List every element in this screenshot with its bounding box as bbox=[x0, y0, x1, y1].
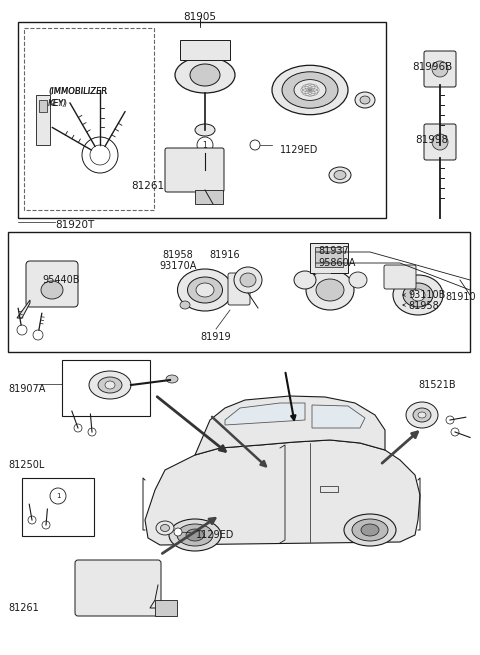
Ellipse shape bbox=[175, 57, 235, 93]
Ellipse shape bbox=[177, 524, 213, 546]
FancyBboxPatch shape bbox=[424, 124, 456, 160]
Bar bbox=[320, 486, 338, 492]
Ellipse shape bbox=[169, 519, 221, 551]
Text: 81937: 81937 bbox=[318, 246, 349, 256]
Text: 81996B: 81996B bbox=[412, 62, 452, 72]
Polygon shape bbox=[145, 440, 420, 545]
Ellipse shape bbox=[160, 525, 169, 531]
Text: KEY): KEY) bbox=[48, 99, 67, 108]
FancyBboxPatch shape bbox=[26, 261, 78, 307]
Text: 81958: 81958 bbox=[163, 250, 193, 260]
Ellipse shape bbox=[344, 514, 396, 546]
Bar bbox=[315, 247, 343, 267]
Text: 81919: 81919 bbox=[201, 332, 231, 342]
Text: 81905: 81905 bbox=[183, 12, 216, 22]
Text: 81958: 81958 bbox=[408, 301, 439, 311]
Ellipse shape bbox=[195, 124, 215, 136]
Text: 81907A: 81907A bbox=[8, 384, 46, 394]
Ellipse shape bbox=[361, 524, 379, 536]
Circle shape bbox=[432, 61, 448, 77]
Text: 81521B: 81521B bbox=[418, 380, 456, 390]
Ellipse shape bbox=[329, 167, 351, 183]
Ellipse shape bbox=[196, 283, 214, 297]
Text: 81998: 81998 bbox=[415, 135, 449, 145]
Text: 1: 1 bbox=[56, 493, 60, 499]
FancyBboxPatch shape bbox=[384, 265, 416, 289]
Ellipse shape bbox=[355, 92, 375, 108]
Ellipse shape bbox=[272, 66, 348, 115]
Ellipse shape bbox=[178, 269, 232, 311]
Circle shape bbox=[250, 140, 260, 150]
Ellipse shape bbox=[234, 267, 262, 293]
FancyBboxPatch shape bbox=[228, 273, 250, 305]
Polygon shape bbox=[312, 405, 365, 428]
Ellipse shape bbox=[393, 275, 443, 315]
Bar bbox=[155, 600, 177, 616]
Bar bbox=[195, 190, 223, 204]
Text: 81916: 81916 bbox=[210, 250, 240, 260]
Bar bbox=[62, 360, 150, 416]
Ellipse shape bbox=[411, 289, 425, 301]
Bar bbox=[18, 22, 386, 218]
Ellipse shape bbox=[41, 281, 63, 299]
FancyBboxPatch shape bbox=[75, 560, 161, 616]
Ellipse shape bbox=[105, 381, 115, 389]
Text: 81920T: 81920T bbox=[55, 220, 94, 230]
Bar bbox=[22, 478, 94, 536]
Ellipse shape bbox=[403, 283, 433, 307]
Text: 1129ED: 1129ED bbox=[280, 145, 318, 155]
Text: 81261: 81261 bbox=[132, 181, 165, 191]
Bar bbox=[8, 232, 470, 352]
Text: 93110B: 93110B bbox=[408, 290, 445, 300]
Ellipse shape bbox=[240, 273, 256, 287]
Text: 1129ED: 1129ED bbox=[196, 530, 234, 540]
Ellipse shape bbox=[294, 271, 316, 289]
Polygon shape bbox=[195, 396, 385, 455]
Text: 95440B: 95440B bbox=[42, 275, 80, 285]
Text: 81910: 81910 bbox=[445, 292, 476, 302]
Ellipse shape bbox=[294, 80, 326, 100]
Ellipse shape bbox=[190, 64, 220, 86]
Polygon shape bbox=[17, 300, 30, 318]
Ellipse shape bbox=[156, 521, 174, 535]
Circle shape bbox=[50, 488, 66, 504]
Ellipse shape bbox=[360, 96, 370, 104]
Text: (IMMOBILIZER: (IMMOBILIZER bbox=[48, 87, 107, 96]
Ellipse shape bbox=[316, 279, 344, 301]
Ellipse shape bbox=[418, 412, 426, 418]
Ellipse shape bbox=[186, 529, 204, 541]
Bar bbox=[310, 243, 348, 273]
Ellipse shape bbox=[188, 277, 223, 303]
Text: 95860A: 95860A bbox=[318, 258, 355, 268]
FancyBboxPatch shape bbox=[424, 51, 456, 87]
Text: KEY): KEY) bbox=[48, 99, 67, 108]
Ellipse shape bbox=[352, 519, 388, 541]
Text: 81261: 81261 bbox=[8, 603, 39, 613]
Ellipse shape bbox=[89, 371, 131, 399]
FancyBboxPatch shape bbox=[165, 148, 224, 192]
Text: 81250L: 81250L bbox=[8, 460, 44, 470]
Ellipse shape bbox=[282, 72, 338, 108]
Text: 93170A: 93170A bbox=[159, 261, 197, 271]
Bar bbox=[36, 95, 50, 145]
Ellipse shape bbox=[413, 408, 431, 422]
Ellipse shape bbox=[166, 375, 178, 383]
Bar bbox=[24, 28, 154, 210]
Text: (IMMOBILIZER: (IMMOBILIZER bbox=[48, 87, 107, 96]
Bar bbox=[39, 100, 47, 112]
Polygon shape bbox=[225, 403, 305, 425]
Ellipse shape bbox=[406, 402, 438, 428]
Circle shape bbox=[197, 137, 213, 153]
Ellipse shape bbox=[306, 270, 354, 310]
Circle shape bbox=[432, 134, 448, 150]
Text: 1: 1 bbox=[203, 141, 207, 149]
Bar bbox=[180, 40, 230, 60]
Ellipse shape bbox=[98, 377, 122, 393]
Circle shape bbox=[174, 528, 182, 536]
Ellipse shape bbox=[334, 170, 346, 179]
Ellipse shape bbox=[349, 272, 367, 288]
Ellipse shape bbox=[180, 301, 190, 309]
